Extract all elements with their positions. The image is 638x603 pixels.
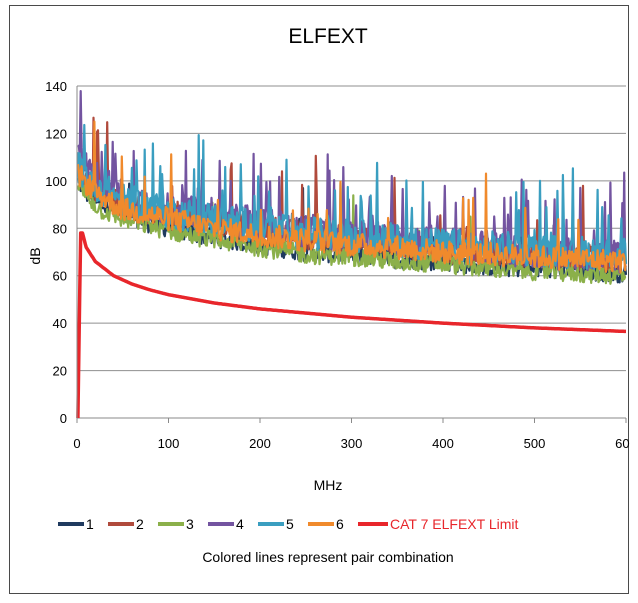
series-line-5 [76,123,628,270]
x-tick-label: 600 [615,436,630,451]
legend: 1 2 3 4 5 6 CAT 7 ELFEXT Limit [58,516,518,532]
y-tick-label: 60 [53,269,67,284]
y-tick-label: 20 [53,364,67,379]
chart-frame: ELFEXT 0 20 40 60 80 100 120 140 0 100 200 300 400 50… [9,5,630,594]
legend-label: 2 [136,516,144,532]
x-tick-label: 200 [249,436,271,451]
legend-label: 1 [86,516,94,532]
y-tick-label: 80 [53,221,67,236]
series-line-6 [76,120,627,274]
y-tick-label: 0 [60,411,67,426]
x-tick-label: 300 [341,436,363,451]
legend-label: 5 [286,516,294,532]
x-tick-label: 400 [432,436,454,451]
x-tick-label: 100 [158,436,180,451]
legend-label: 3 [186,516,194,532]
y-tick-label: 120 [45,126,67,141]
plot-area [76,90,628,419]
chart-title: ELFEXT [288,25,368,48]
legend-label: 4 [236,516,244,532]
x-tick-label: 500 [524,436,546,451]
chart-caption: Colored lines represent pair combination [202,549,453,565]
y-axis-title: dB [27,247,43,264]
legend-label: 6 [336,516,344,532]
y-tick-label: 100 [45,174,67,189]
legend-label: CAT 7 ELFEXT Limit [390,516,518,532]
y-tick-label: 140 [45,79,67,94]
x-axis-title: MHz [314,477,343,493]
y-tick-label: 40 [53,316,67,331]
series-line-limit [76,231,627,419]
x-tick-label: 0 [73,436,80,451]
axes: 0 20 40 60 80 100 120 140 0 100 200 300 400 500 600 [45,79,630,451]
